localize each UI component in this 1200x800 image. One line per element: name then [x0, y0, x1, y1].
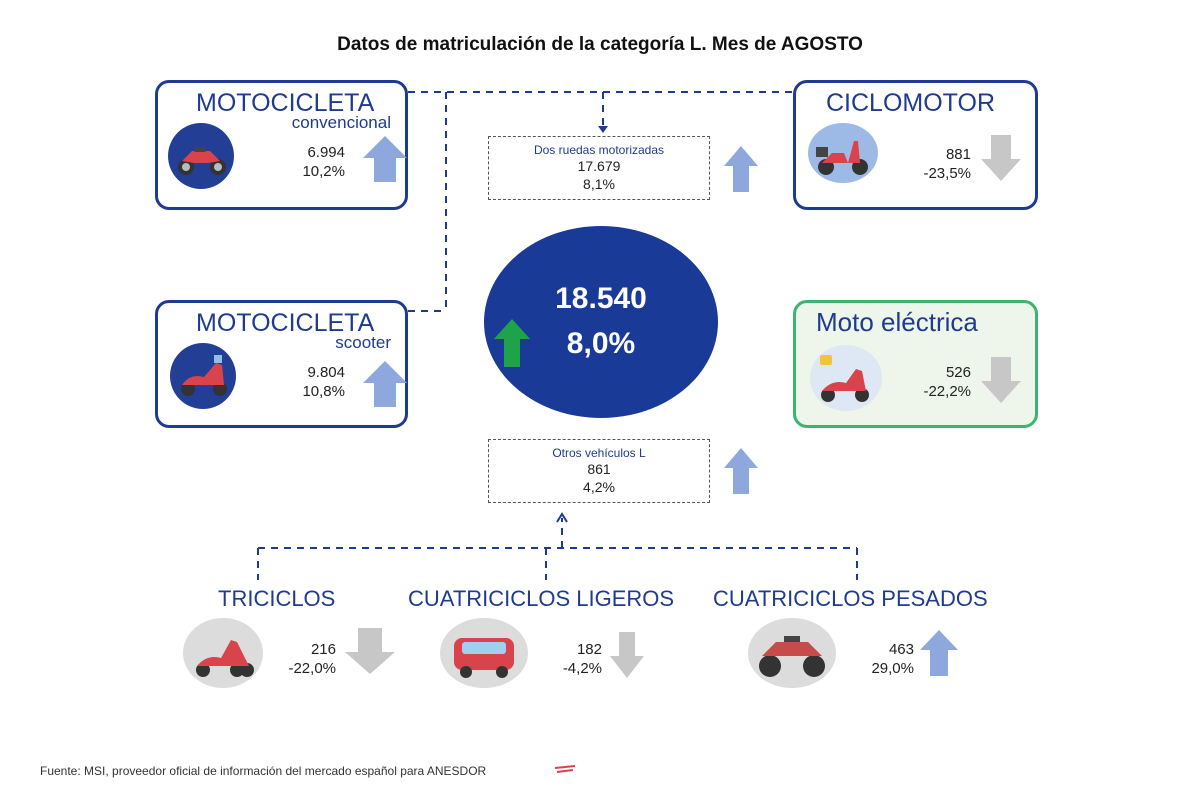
trike-icon — [183, 618, 263, 688]
values-cuatriciclos-ligeros: 182 -4,2% — [536, 640, 602, 678]
value: 526 — [945, 364, 971, 381]
change: -4,2% — [562, 660, 602, 677]
change: 10,2% — [302, 163, 345, 180]
title-cuatriciclos-pesados: CUATRICICLOS PESADOS — [713, 586, 988, 611]
up-arrow-icon — [920, 630, 958, 676]
microcar-icon — [440, 618, 528, 688]
moped-icon — [808, 123, 878, 183]
card-title: CICLOMOTOR — [826, 89, 995, 117]
title-triciclos: TRICICLOS — [218, 586, 336, 611]
values-cuatriciclos-pesados: 463 29,0% — [848, 640, 914, 678]
page-title: Datos de matriculación de la categoría L… — [337, 34, 863, 55]
card-ciclomotor: CICLOMOTOR 881 -23,5% — [793, 80, 1038, 210]
up-arrow-icon — [363, 361, 407, 407]
value: 881 — [945, 146, 971, 163]
card-subtitle: convencional — [291, 113, 391, 132]
motorcycle-icon — [168, 123, 234, 189]
change: -23,5% — [923, 165, 971, 182]
up-arrow-icon — [724, 146, 758, 192]
value: 463 — [888, 641, 914, 658]
change: -22,2% — [923, 383, 971, 400]
values: 881 -23,5% — [923, 145, 971, 183]
anesdor-logo — [554, 765, 576, 773]
value: 182 — [576, 641, 602, 658]
title-cuatriciclos-ligeros: CUATRICICLOS LIGEROS — [408, 586, 675, 611]
card-motocicleta-convencional: MOTOCICLETA convencional 6.994 10,2% — [155, 80, 408, 210]
electric-scooter-icon — [810, 345, 882, 411]
up-arrow-icon — [363, 136, 407, 182]
values-triciclos: 216 -22,0% — [270, 640, 336, 678]
up-arrow-icon — [494, 319, 530, 367]
scooter-icon — [170, 343, 236, 409]
values: 526 -22,2% — [923, 363, 971, 401]
box-dos-ruedas: Dos ruedas motorizadas 17.679 8,1% — [488, 136, 710, 200]
quad-icon — [748, 618, 836, 688]
value: 9.804 — [307, 364, 345, 381]
up-arrow-icon — [724, 448, 758, 494]
value: 17.679 — [577, 158, 621, 174]
values: 6.994 10,2% — [302, 143, 345, 181]
value: 216 — [310, 641, 336, 658]
card-title: MOTOCICLETA — [196, 309, 375, 337]
down-arrow-icon — [345, 628, 395, 674]
down-arrow-icon — [981, 357, 1021, 403]
change: 4,2% — [583, 479, 615, 495]
card-motocicleta-scooter: MOTOCICLETA scooter 9.804 10,8% — [155, 300, 408, 428]
card-subtitle: scooter — [335, 333, 391, 352]
value: 6.994 — [307, 144, 345, 161]
change: 10,8% — [302, 383, 345, 400]
down-arrow-icon — [981, 135, 1021, 181]
source-note: Fuente: MSI, proveedor oficial de inform… — [40, 764, 487, 778]
value: 861 — [587, 461, 611, 477]
card-title: MOTOCICLETA — [196, 89, 375, 117]
change: 29,0% — [871, 660, 914, 677]
card-title: Moto eléctrica — [816, 307, 978, 337]
box-label: Otros vehículos L — [552, 446, 646, 460]
card-moto-electrica: Moto eléctrica 526 -22,2% — [793, 300, 1038, 428]
total-circle: 18.540 8,0% — [484, 226, 718, 418]
total-value: 18.540 — [555, 282, 647, 315]
box-label: Dos ruedas motorizadas — [533, 143, 665, 157]
down-arrow-icon — [610, 632, 644, 678]
change: 8,1% — [583, 176, 615, 192]
change: -22,0% — [288, 660, 336, 677]
values: 9.804 10,8% — [302, 363, 345, 401]
box-otros-vehiculos: Otros vehículos L 861 4,2% — [488, 439, 710, 503]
total-change: 8,0% — [566, 327, 636, 360]
